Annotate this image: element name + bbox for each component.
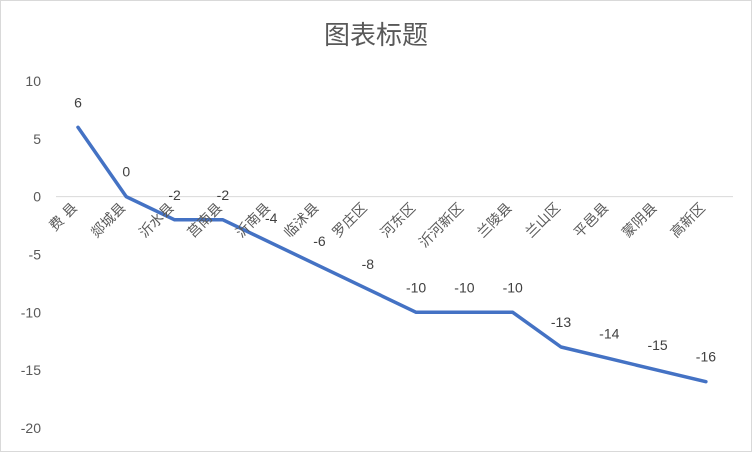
chart-title: 图表标题 (323, 21, 428, 51)
data-label: -10 (503, 279, 523, 295)
y-tick-label: 10 (25, 73, 41, 89)
y-tick-label: 0 (33, 189, 41, 205)
data-label: -16 (696, 349, 716, 365)
data-label: -6 (313, 233, 326, 249)
data-label: -13 (551, 314, 571, 330)
x-tick-label: 河东区 (378, 200, 419, 241)
data-label: 6 (74, 94, 82, 110)
x-tick-label: 兰陵县 (475, 200, 516, 241)
x-tick-label: 郯城县 (88, 200, 129, 241)
series-line (76, 125, 708, 384)
x-tick-label: 高新区 (667, 199, 709, 241)
data-label: -2 (217, 187, 230, 203)
x-tick-label: 罗庄区 (329, 199, 371, 241)
data-label: -8 (362, 256, 375, 272)
x-tick-label: 平邑县 (571, 200, 612, 241)
data-label: -15 (647, 337, 667, 353)
data-label: 0 (122, 164, 130, 180)
x-tick-label: 兰山区 (523, 200, 564, 241)
y-tick-label: 5 (33, 131, 41, 147)
data-label: -10 (406, 279, 426, 295)
x-tick-label: 沂河新区 (416, 200, 467, 251)
data-label: -10 (454, 279, 474, 295)
x-tick-label: 费 县 (47, 200, 81, 234)
data-label: -4 (265, 210, 278, 226)
data-label: -14 (599, 326, 619, 342)
y-tick-label: -20 (21, 420, 41, 436)
data-label: -2 (168, 187, 181, 203)
y-tick-label: -10 (21, 304, 41, 320)
y-tick-label: -15 (21, 362, 41, 378)
x-tick-label: 蒙阴县 (619, 200, 660, 241)
y-tick-label: -5 (29, 247, 42, 263)
